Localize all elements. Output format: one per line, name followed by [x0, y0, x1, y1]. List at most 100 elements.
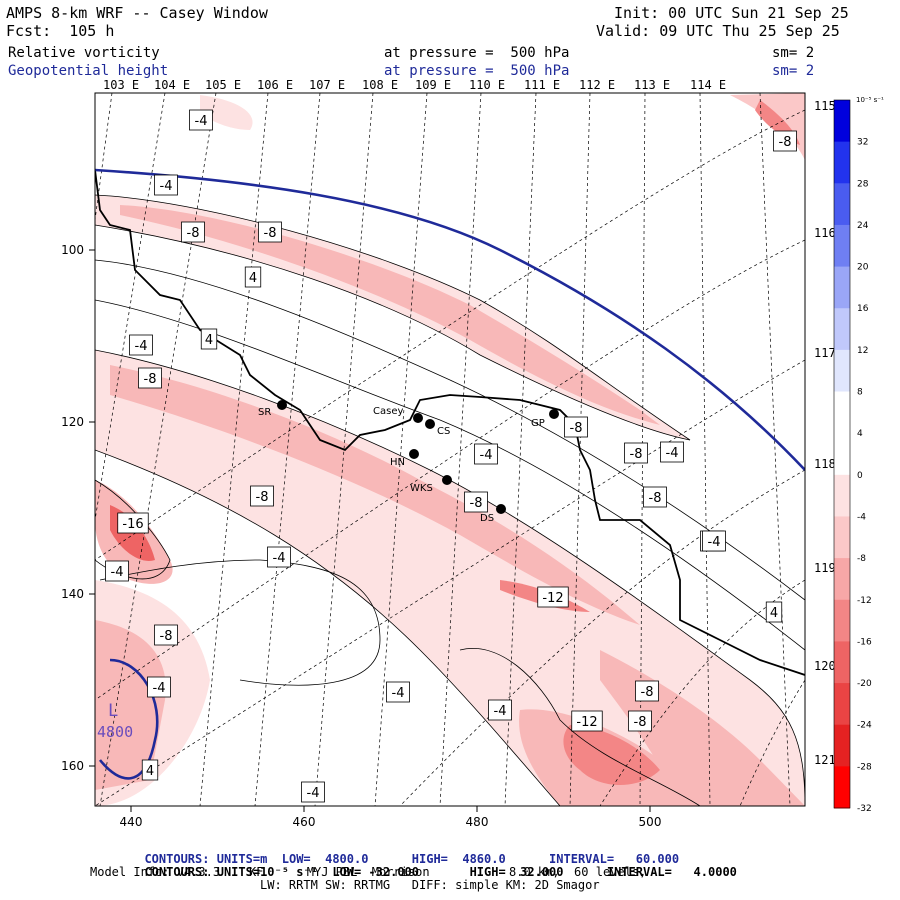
field2-name: Geopotential height [8, 63, 169, 79]
contour-label-box [660, 441, 684, 463]
contour-label: -12 [542, 591, 563, 606]
colorbar-label: -28 [857, 762, 872, 772]
contour-label: -8 [779, 135, 792, 150]
contour-label-box [117, 512, 149, 534]
contour-label-box [386, 681, 410, 703]
colorbar-label: 4 [857, 429, 863, 439]
station-dot-cs [425, 419, 435, 429]
colorbar-swatch [834, 683, 850, 726]
colorbar-label: -16 [857, 637, 872, 647]
contour-label-box [244, 266, 262, 288]
contour-label: -4 [153, 681, 166, 696]
colorbar-swatch [834, 516, 850, 559]
colorbar-label: -24 [857, 721, 872, 731]
colorbar-label: 32 [857, 138, 868, 148]
station-label-wks: WKS [410, 483, 433, 494]
field2-smoothing: sm= 2 [772, 63, 815, 79]
x-tick-label: 440 [120, 815, 143, 829]
colorbar-label: -4 [857, 512, 866, 522]
field1-smoothing: sm= 2 [772, 45, 815, 61]
footer-contours-height-label: CONTOURS: [144, 852, 210, 866]
field2-pressure: at pressure = 500 hPa [384, 63, 570, 79]
axis-ticks [89, 249, 651, 812]
colorbar-label: -12 [857, 596, 872, 606]
vorticity-map: L 4800 SR Casey CS HN WKS DS GP -4-4-8 -8… [61, 78, 884, 829]
colorbar-swatch [834, 224, 850, 268]
colorbar-swatch [834, 474, 850, 517]
colorbar-swatch [834, 641, 850, 684]
contour-label-box [474, 443, 498, 465]
colorbar-swatch [834, 183, 850, 226]
footer-contours-vorticity: CONTOURS: UNITS=10⁻⁵ s⁻¹ LOW= -32.000 HI… [130, 853, 737, 879]
contour-label: -4 [307, 786, 320, 801]
colorbar-frame [833, 99, 851, 809]
station-label-hn: HN [390, 457, 405, 468]
contour-label: -4 [494, 704, 507, 719]
contour-label-box [464, 491, 488, 513]
top-longitude-label: 110 E [469, 78, 505, 92]
contour-label: 4 [205, 333, 213, 348]
colorbar-swatch [834, 141, 850, 184]
contour-label: -4 [273, 551, 286, 566]
colorbar-label: 20 [857, 263, 869, 273]
contour-label-box [105, 560, 129, 582]
contour-label-box [702, 530, 726, 552]
contour-label-box [635, 680, 659, 702]
init-time: Init: 00 UTC Sun 21 Sep 25 [614, 4, 849, 22]
contour-label-box [250, 485, 274, 507]
colorbar-swatch [834, 599, 850, 642]
station-dot-wks [442, 475, 452, 485]
footer-model-info: Model Info: V4.3.3 KF MYJ PBL Morrison 8… [90, 865, 647, 879]
top-longitude-label: 108 E [362, 78, 398, 92]
colorbar-label: 28 [857, 179, 869, 189]
contour-label: -4 [195, 114, 208, 129]
contour-label: -8 [641, 685, 654, 700]
contour-label: -8 [144, 372, 157, 387]
station-dot-sr [277, 400, 287, 410]
top-longitude-label: 109 E [415, 78, 451, 92]
contour-label-box [200, 328, 218, 350]
contour-label: -8 [634, 715, 647, 730]
contour-label: 4 [146, 764, 154, 779]
y-tick-labels: 100 120 140 160 [61, 243, 84, 773]
forecast-hour: Fcst: 105 h [6, 22, 115, 40]
colorbar-unit: 10⁻⁵ s⁻¹ [856, 96, 884, 104]
contour-label-box [258, 221, 282, 243]
contour-label-box [147, 676, 171, 698]
plot-title: AMPS 8-km WRF -- Casey Window [6, 4, 268, 22]
colorbar-label: 0 [857, 471, 863, 481]
contour-label-box [537, 586, 569, 608]
footer-contours-vorticity-details: UNITS=10⁻⁵ s⁻¹ LOW= -32.000 HIGH= 32.000… [216, 865, 737, 879]
top-longitude-label: 107 E [309, 78, 345, 92]
contour-label: -16 [122, 517, 143, 532]
footer-contours-vorticity-label: CONTOURS: [144, 865, 210, 879]
contour-label: -8 [264, 226, 277, 241]
colorbar-swatch [834, 391, 850, 434]
colorbar-swatch [834, 266, 850, 309]
valid-time: Valid: 09 UTC Thu 25 Sep 25 [596, 22, 840, 40]
contour-label-box [154, 174, 178, 196]
station-label-ds: DS [480, 513, 494, 524]
y-tick-label: 100 [61, 243, 84, 257]
field1-pressure: at pressure = 500 hPa [384, 45, 570, 61]
top-longitude-label: 111 E [524, 78, 560, 92]
contour-label-box [488, 699, 512, 721]
contour-label: -4 [111, 565, 124, 580]
contour-label-box [773, 130, 797, 152]
top-longitude-label: 112 E [579, 78, 615, 92]
height-contour-4800 [98, 658, 159, 780]
contour-label: -8 [256, 490, 269, 505]
top-longitude-labels: 103 E 104 E 105 E 106 E 107 E 108 E 109 E 110 E… [103, 78, 726, 92]
height-contour-4860 [95, 168, 805, 471]
stations: SR Casey CS HN WKS DS GP [258, 400, 559, 524]
contour-label-box [571, 710, 603, 732]
station-label-cs: CS [437, 426, 450, 437]
colorbar-label: -32 [857, 804, 872, 814]
contour-label-box [129, 334, 153, 356]
colorbar-label: -20 [857, 679, 872, 689]
contour-label: -12 [576, 715, 597, 730]
field1-name: Relative vorticity [8, 45, 160, 61]
footer-physics: LW: RRTM SW: RRTMG DIFF: simple KM: 2D S… [260, 878, 600, 892]
contour-label-box [301, 781, 325, 803]
top-longitude-label: 114 E [690, 78, 726, 92]
